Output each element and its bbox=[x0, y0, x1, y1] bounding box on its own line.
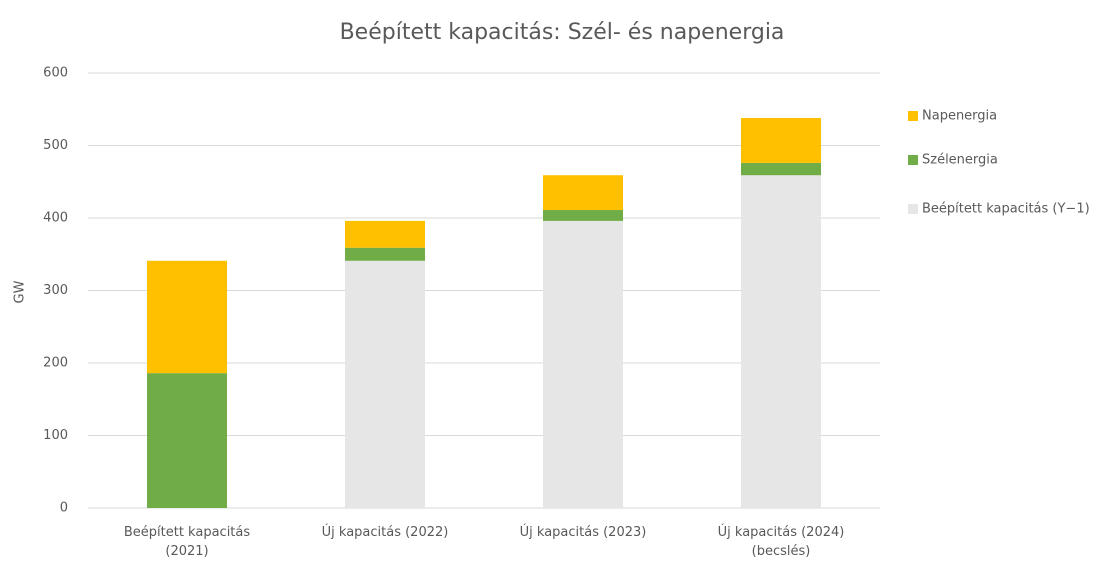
legend-label: Szélenergia bbox=[922, 153, 998, 168]
y-tick-label: 600 bbox=[43, 66, 68, 81]
legend-swatch bbox=[908, 155, 918, 165]
y-axis-label: GW bbox=[13, 280, 28, 303]
y-tick-label: 200 bbox=[43, 356, 68, 371]
legend-swatch bbox=[908, 111, 918, 121]
bar-segment bbox=[741, 162, 821, 176]
y-tick-label: 400 bbox=[43, 211, 68, 226]
bar-segment bbox=[543, 220, 623, 508]
bar-segment bbox=[741, 117, 821, 163]
y-tick-label: 300 bbox=[43, 283, 68, 298]
legend-label: Beépített kapacitás (Y−1) bbox=[922, 202, 1090, 217]
bar-segment bbox=[345, 220, 425, 248]
y-tick-label: 0 bbox=[60, 501, 68, 516]
bar-segment bbox=[147, 373, 227, 508]
bar-segment bbox=[345, 247, 425, 261]
x-tick-label: Új kapacitás (2022) bbox=[321, 525, 449, 540]
y-tick-label: 500 bbox=[43, 138, 68, 153]
y-tick-label: 100 bbox=[43, 428, 68, 443]
legend-label: Napenergia bbox=[922, 109, 997, 124]
x-tick-label: Új kapacitás (2023) bbox=[519, 525, 647, 540]
legend-swatch bbox=[908, 204, 918, 214]
bar-segment bbox=[147, 260, 227, 374]
x-tick-label: Új kapacitás (2024) (becslés) bbox=[717, 525, 845, 559]
x-tick-label: Beépített kapacitás (2021) bbox=[123, 525, 251, 559]
bar-segment bbox=[543, 175, 623, 211]
bar-segment bbox=[741, 175, 821, 508]
chart-title: Beépített kapacitás: Szél- és napenergia bbox=[340, 20, 785, 45]
bar-segment bbox=[543, 210, 623, 221]
bar-segment bbox=[345, 260, 425, 508]
